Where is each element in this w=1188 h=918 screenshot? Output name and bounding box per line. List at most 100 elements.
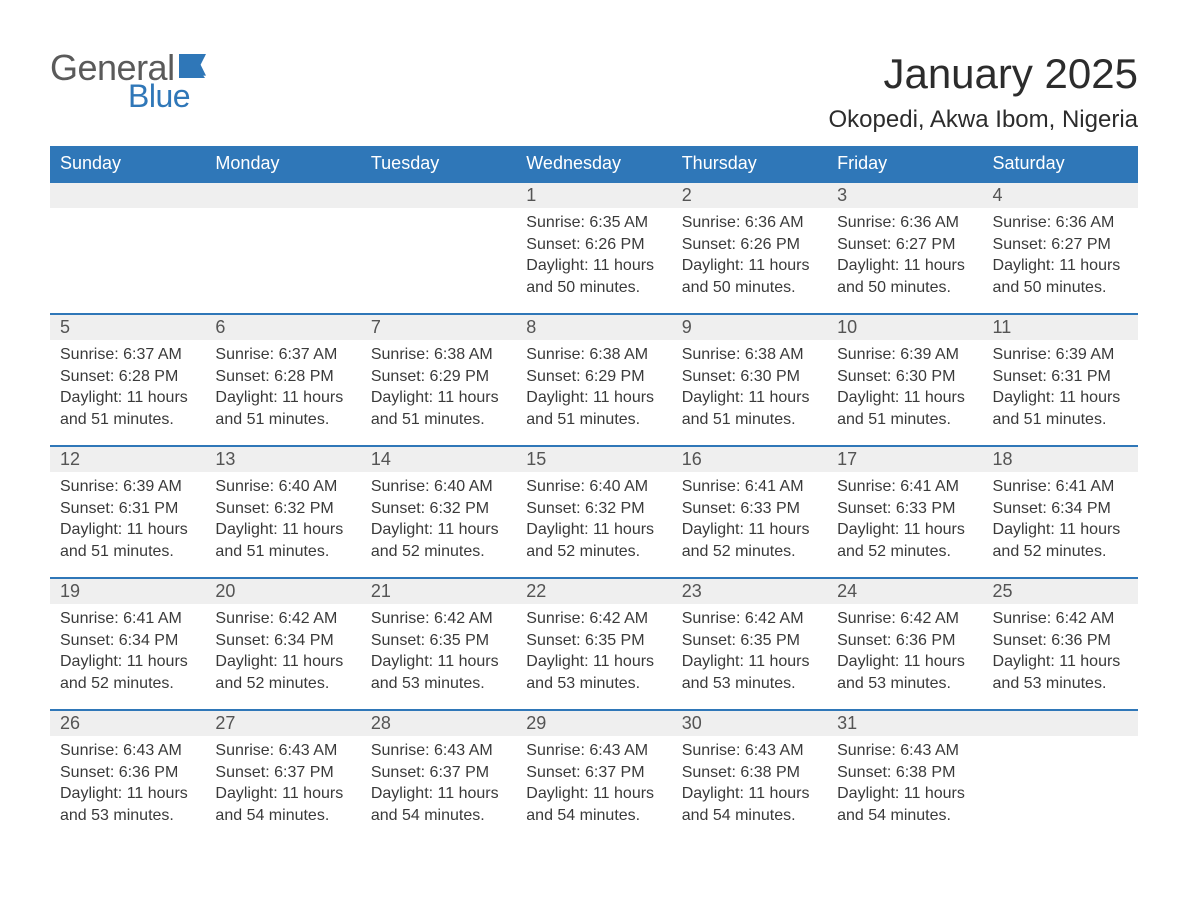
day-number-cell: 1: [516, 182, 671, 208]
sunset-line: Sunset: 6:36 PM: [993, 630, 1128, 652]
sunrise-line: Sunrise: 6:43 AM: [682, 740, 817, 762]
day-content-cell: Sunrise: 6:42 AMSunset: 6:35 PMDaylight:…: [516, 604, 671, 710]
day-number-cell: 16: [672, 446, 827, 472]
sunrise-line: Sunrise: 6:39 AM: [60, 476, 195, 498]
daylight-line: Daylight: 11 hours and 51 minutes.: [837, 387, 972, 430]
sunset-line: Sunset: 6:32 PM: [215, 498, 350, 520]
sunrise-line: Sunrise: 6:43 AM: [371, 740, 506, 762]
daylight-line: Daylight: 11 hours and 53 minutes.: [60, 783, 195, 826]
sunset-line: Sunset: 6:32 PM: [526, 498, 661, 520]
daylight-line: Daylight: 11 hours and 54 minutes.: [682, 783, 817, 826]
day-content-cell: Sunrise: 6:35 AMSunset: 6:26 PMDaylight:…: [516, 208, 671, 314]
day-content-cell: Sunrise: 6:42 AMSunset: 6:35 PMDaylight:…: [361, 604, 516, 710]
sunset-line: Sunset: 6:26 PM: [526, 234, 661, 256]
day-number-cell: 23: [672, 578, 827, 604]
day-content-cell: Sunrise: 6:41 AMSunset: 6:34 PMDaylight:…: [50, 604, 205, 710]
daylight-line: Daylight: 11 hours and 51 minutes.: [215, 387, 350, 430]
day-number-cell: 5: [50, 314, 205, 340]
weekday-header: Tuesday: [361, 146, 516, 182]
daylight-line: Daylight: 11 hours and 53 minutes.: [837, 651, 972, 694]
sunrise-line: Sunrise: 6:41 AM: [993, 476, 1128, 498]
sunrise-line: Sunrise: 6:36 AM: [682, 212, 817, 234]
sunset-line: Sunset: 6:28 PM: [60, 366, 195, 388]
day-content-cell: Sunrise: 6:40 AMSunset: 6:32 PMDaylight:…: [516, 472, 671, 578]
sunset-line: Sunset: 6:32 PM: [371, 498, 506, 520]
sunset-line: Sunset: 6:38 PM: [837, 762, 972, 784]
sunrise-line: Sunrise: 6:42 AM: [526, 608, 661, 630]
day-content-cell: Sunrise: 6:42 AMSunset: 6:34 PMDaylight:…: [205, 604, 360, 710]
title-block: January 2025 Okopedi, Akwa Ibom, Nigeria: [829, 50, 1138, 134]
day-content-cell: Sunrise: 6:39 AMSunset: 6:31 PMDaylight:…: [50, 472, 205, 578]
day-content-cell: Sunrise: 6:39 AMSunset: 6:30 PMDaylight:…: [827, 340, 982, 446]
sunset-line: Sunset: 6:35 PM: [682, 630, 817, 652]
day-number-cell: 24: [827, 578, 982, 604]
daylight-line: Daylight: 11 hours and 52 minutes.: [682, 519, 817, 562]
sunrise-line: Sunrise: 6:37 AM: [60, 344, 195, 366]
daylight-line: Daylight: 11 hours and 51 minutes.: [60, 387, 195, 430]
day-number-cell: 14: [361, 446, 516, 472]
month-title: January 2025: [829, 50, 1138, 98]
day-content-cell: [205, 208, 360, 314]
sunrise-line: Sunrise: 6:36 AM: [993, 212, 1128, 234]
day-content-cell: [50, 208, 205, 314]
daylight-line: Daylight: 11 hours and 54 minutes.: [215, 783, 350, 826]
sunset-line: Sunset: 6:29 PM: [371, 366, 506, 388]
day-number-cell: 10: [827, 314, 982, 340]
daylight-line: Daylight: 11 hours and 51 minutes.: [215, 519, 350, 562]
day-content-cell: Sunrise: 6:36 AMSunset: 6:27 PMDaylight:…: [983, 208, 1138, 314]
day-content-row: Sunrise: 6:41 AMSunset: 6:34 PMDaylight:…: [50, 604, 1138, 710]
day-content-cell: Sunrise: 6:43 AMSunset: 6:38 PMDaylight:…: [672, 736, 827, 842]
day-number-cell: [50, 182, 205, 208]
sunset-line: Sunset: 6:33 PM: [837, 498, 972, 520]
day-number-cell: 30: [672, 710, 827, 736]
sunrise-line: Sunrise: 6:39 AM: [993, 344, 1128, 366]
day-number-row: 1234: [50, 182, 1138, 208]
day-number-cell: 2: [672, 182, 827, 208]
daylight-line: Daylight: 11 hours and 51 minutes.: [526, 387, 661, 430]
daylight-line: Daylight: 11 hours and 50 minutes.: [837, 255, 972, 298]
weekday-header: Monday: [205, 146, 360, 182]
daylight-line: Daylight: 11 hours and 52 minutes.: [215, 651, 350, 694]
sunset-line: Sunset: 6:31 PM: [60, 498, 195, 520]
day-number-cell: 21: [361, 578, 516, 604]
day-number-cell: 9: [672, 314, 827, 340]
sunrise-line: Sunrise: 6:40 AM: [215, 476, 350, 498]
sunrise-line: Sunrise: 6:41 AM: [60, 608, 195, 630]
day-content-cell: Sunrise: 6:38 AMSunset: 6:29 PMDaylight:…: [516, 340, 671, 446]
daylight-line: Daylight: 11 hours and 50 minutes.: [526, 255, 661, 298]
sunrise-line: Sunrise: 6:41 AM: [682, 476, 817, 498]
sunset-line: Sunset: 6:37 PM: [526, 762, 661, 784]
day-content-cell: Sunrise: 6:40 AMSunset: 6:32 PMDaylight:…: [205, 472, 360, 578]
daylight-line: Daylight: 11 hours and 52 minutes.: [526, 519, 661, 562]
day-number-row: 19202122232425: [50, 578, 1138, 604]
daylight-line: Daylight: 11 hours and 53 minutes.: [682, 651, 817, 694]
day-number-cell: 7: [361, 314, 516, 340]
day-number-cell: 28: [361, 710, 516, 736]
day-number-cell: 29: [516, 710, 671, 736]
daylight-line: Daylight: 11 hours and 54 minutes.: [837, 783, 972, 826]
day-number-cell: 25: [983, 578, 1138, 604]
sunrise-line: Sunrise: 6:42 AM: [682, 608, 817, 630]
sunset-line: Sunset: 6:26 PM: [682, 234, 817, 256]
weekday-header: Wednesday: [516, 146, 671, 182]
sunrise-line: Sunrise: 6:42 AM: [837, 608, 972, 630]
sunrise-line: Sunrise: 6:42 AM: [215, 608, 350, 630]
sunrise-line: Sunrise: 6:38 AM: [682, 344, 817, 366]
sunrise-line: Sunrise: 6:38 AM: [371, 344, 506, 366]
day-number-row: 262728293031: [50, 710, 1138, 736]
weekday-header: Saturday: [983, 146, 1138, 182]
sunrise-line: Sunrise: 6:42 AM: [371, 608, 506, 630]
day-number-cell: 3: [827, 182, 982, 208]
day-number-cell: 15: [516, 446, 671, 472]
sunset-line: Sunset: 6:36 PM: [60, 762, 195, 784]
day-content-cell: Sunrise: 6:41 AMSunset: 6:33 PMDaylight:…: [827, 472, 982, 578]
sunset-line: Sunset: 6:37 PM: [215, 762, 350, 784]
day-content-cell: Sunrise: 6:38 AMSunset: 6:30 PMDaylight:…: [672, 340, 827, 446]
day-content-row: Sunrise: 6:37 AMSunset: 6:28 PMDaylight:…: [50, 340, 1138, 446]
sunset-line: Sunset: 6:36 PM: [837, 630, 972, 652]
day-content-cell: Sunrise: 6:43 AMSunset: 6:37 PMDaylight:…: [361, 736, 516, 842]
daylight-line: Daylight: 11 hours and 53 minutes.: [526, 651, 661, 694]
daylight-line: Daylight: 11 hours and 52 minutes.: [60, 651, 195, 694]
sunrise-line: Sunrise: 6:43 AM: [526, 740, 661, 762]
sunset-line: Sunset: 6:34 PM: [993, 498, 1128, 520]
